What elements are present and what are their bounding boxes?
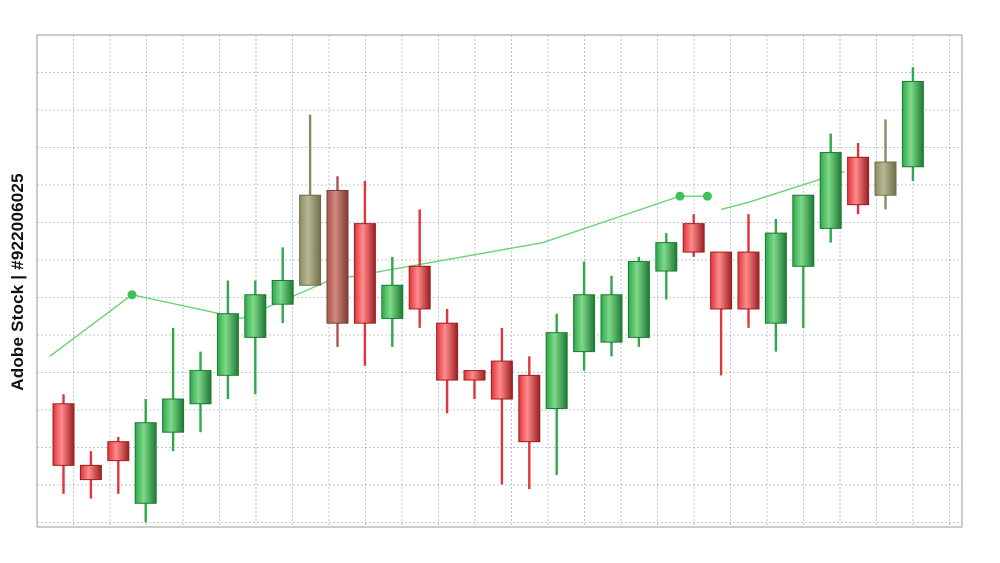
candle xyxy=(408,209,431,328)
candle-body xyxy=(764,232,787,324)
candle-body xyxy=(299,194,322,286)
candle xyxy=(134,399,157,523)
candle-body xyxy=(682,223,705,253)
candle-body xyxy=(52,403,75,466)
candle-body xyxy=(271,280,294,305)
candle-body xyxy=(847,156,870,206)
candle xyxy=(271,247,294,324)
candle xyxy=(847,143,870,215)
candle xyxy=(710,251,733,376)
trend-line-2 xyxy=(720,170,845,211)
candle-body xyxy=(737,251,760,310)
candle-body xyxy=(901,80,924,168)
candle-body xyxy=(545,332,568,409)
candle xyxy=(874,119,897,210)
candle xyxy=(436,308,459,414)
candle xyxy=(353,180,376,366)
candle xyxy=(545,313,568,475)
candle xyxy=(573,261,596,371)
candle xyxy=(655,233,678,300)
candle-body xyxy=(408,265,431,310)
candle xyxy=(162,327,185,452)
candle xyxy=(682,214,705,257)
candle-body xyxy=(216,313,239,376)
candle xyxy=(381,256,404,347)
candle-body xyxy=(710,251,733,310)
candle-body xyxy=(107,441,130,462)
candle-body xyxy=(655,242,678,272)
grid xyxy=(37,35,962,527)
trend-marker xyxy=(702,191,712,201)
candle-body xyxy=(162,398,185,433)
candle xyxy=(463,370,486,400)
candle xyxy=(52,394,75,494)
candle xyxy=(518,356,541,490)
candle xyxy=(627,256,650,347)
candle-body xyxy=(134,422,157,504)
candle xyxy=(216,280,239,400)
candle xyxy=(244,280,267,395)
trend-marker xyxy=(127,290,137,300)
trend-marker xyxy=(675,191,685,201)
candle-body xyxy=(326,189,349,324)
candle-body xyxy=(573,294,596,353)
candle xyxy=(901,67,924,181)
candle-body xyxy=(436,322,459,381)
candle xyxy=(189,351,212,433)
candle-body xyxy=(244,294,267,338)
candle-body xyxy=(792,194,815,267)
candle xyxy=(490,327,513,485)
candle-body xyxy=(627,261,650,338)
candle xyxy=(764,218,787,352)
candle xyxy=(326,176,349,347)
candle-body xyxy=(874,161,897,196)
candle-body xyxy=(518,374,541,443)
candle xyxy=(792,194,815,328)
candles xyxy=(52,67,924,523)
candle xyxy=(819,133,842,243)
candle-body xyxy=(463,370,486,381)
candle xyxy=(600,275,623,357)
candle-body xyxy=(189,370,212,405)
candle-body xyxy=(600,294,623,343)
candle xyxy=(79,451,102,499)
candle-body xyxy=(819,152,842,229)
candle xyxy=(107,436,130,494)
candle-body xyxy=(490,360,513,400)
plot-frame xyxy=(36,34,963,528)
candle-body xyxy=(381,284,404,319)
candle xyxy=(299,114,322,286)
candle-body xyxy=(353,223,376,324)
candle xyxy=(737,214,760,328)
candle-body xyxy=(79,464,102,481)
